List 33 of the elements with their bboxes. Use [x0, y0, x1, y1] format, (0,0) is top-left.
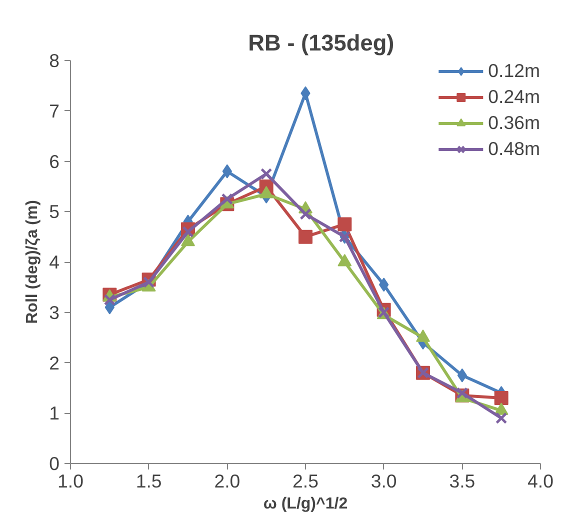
point — [260, 168, 272, 180]
y-tick-label: 6 — [49, 150, 60, 172]
chart-title: RB - (135deg) — [248, 30, 394, 56]
legend-label: 0.48m — [488, 138, 540, 160]
x-tick-label: 1.5 — [136, 470, 162, 492]
y-axis-title: Roll (deg)/ζa (m) — [24, 200, 42, 324]
point — [495, 412, 508, 424]
y-tick-label: 2 — [49, 352, 60, 374]
point — [104, 294, 116, 306]
y-tick-label: 3 — [49, 302, 60, 323]
point — [182, 226, 194, 238]
y-tick-label: 0 — [49, 453, 60, 474]
point — [298, 230, 312, 244]
point — [338, 217, 352, 232]
x-axis-title: ω (L/g)^1/2 — [263, 496, 348, 512]
y-tick-label: 8 — [49, 50, 60, 71]
y-tick-label: 7 — [49, 100, 60, 122]
legend-label: 0.24m — [488, 86, 540, 108]
legend-label: 0.36m — [488, 112, 540, 134]
point — [456, 387, 468, 399]
x-tick-label: 3.0 — [370, 470, 397, 492]
point — [300, 208, 312, 220]
y-tick-label: 5 — [49, 201, 60, 222]
y-tick-label: 4 — [49, 252, 60, 272]
x-tick-label: 2.0 — [214, 470, 240, 492]
x-tick-label: 1.0 — [58, 470, 84, 492]
point — [221, 193, 234, 205]
x-tick-label: 3.5 — [449, 470, 476, 492]
x-tick-label: 2.5 — [292, 470, 318, 492]
y-tick-label: 1 — [49, 402, 60, 424]
legend-label: 0.12m — [488, 60, 540, 82]
point — [494, 391, 508, 406]
x-tick-label: 4.0 — [528, 470, 554, 492]
